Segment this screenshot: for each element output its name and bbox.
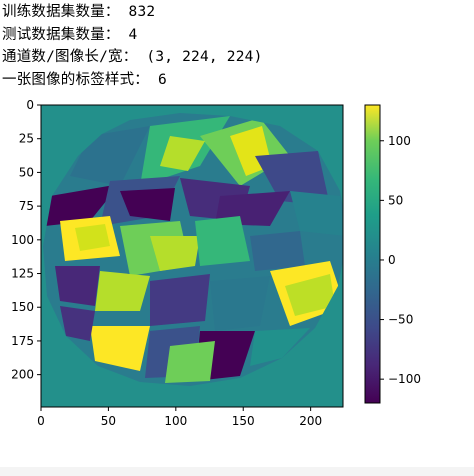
colorbar-tick-label: 100	[388, 134, 411, 148]
train-count-label: 训练数据集数量：	[2, 4, 120, 20]
shape-value: (3, 224, 224)	[146, 49, 263, 65]
output-line-test-count: 测试数据集数量： 4	[2, 24, 472, 47]
plot-frame	[40, 104, 344, 408]
colorbar-tick-label: 0	[388, 253, 396, 267]
y-axis: 0 25 50 75 100 125 150 175 200	[11, 98, 41, 382]
output-line-shape: 通道数/图像长/宽： (3, 224, 224)	[2, 46, 472, 69]
y-tick-label: 0	[26, 98, 34, 112]
label-format-label: 一张图像的标签样式：	[2, 71, 149, 88]
x-tick-label: 0	[37, 414, 45, 428]
y-tick-label: 100	[11, 233, 34, 247]
output-line-train-count: 训练数据集数量： 832	[2, 1, 472, 24]
output-line-label-format: 一张图像的标签样式： 6	[2, 69, 472, 92]
y-tick-label: 200	[11, 368, 34, 382]
y-tick-label: 150	[11, 300, 34, 314]
y-tick-label: 125	[11, 267, 34, 281]
heatmap-image	[41, 105, 343, 407]
train-count-value: 832	[128, 4, 156, 20]
colorbar	[364, 104, 381, 404]
x-tick-label: 100	[164, 414, 187, 428]
test-count-label: 测试数据集数量：	[2, 26, 120, 43]
bottom-scroll-strip	[0, 467, 474, 476]
x-tick-label: 150	[232, 414, 255, 428]
label-format-value: 6	[157, 71, 167, 88]
x-tick-label: 200	[299, 414, 322, 428]
colorbar-tick-label: 50	[388, 193, 403, 207]
heatmap-figure: 0 50 100 150 200 0 25 50 75 100 125 150 175 200 100 5…	[11, 98, 421, 428]
test-count-value: 4	[128, 26, 138, 43]
x-tick-label: 50	[101, 414, 116, 428]
colorbar-axis: 100 50 0 −50 −100	[380, 134, 421, 386]
colorbar-tick-label: −50	[388, 313, 413, 327]
y-tick-label: 175	[11, 334, 34, 348]
console-output: 训练数据集数量： 832 测试数据集数量： 4 通道数/图像长/宽： (3, 2…	[2, 1, 472, 91]
y-tick-label: 25	[19, 132, 34, 146]
colorbar-tick-label: −100	[388, 372, 421, 386]
shape-label: 通道数/图像长/宽：	[2, 49, 138, 65]
y-tick-label: 75	[19, 199, 34, 213]
y-tick-label: 50	[19, 165, 34, 179]
x-axis: 0 50 100 150 200	[37, 407, 322, 428]
